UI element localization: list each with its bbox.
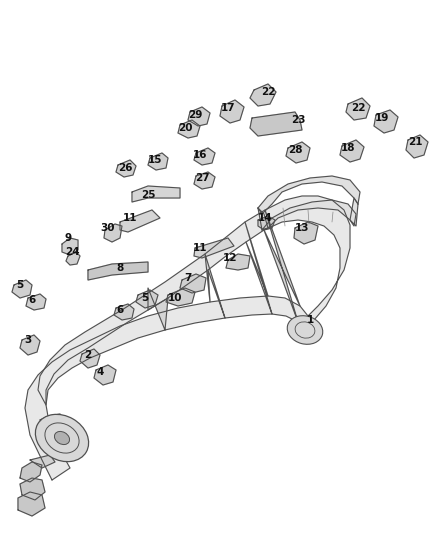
Polygon shape	[30, 455, 55, 468]
Polygon shape	[148, 153, 168, 170]
Polygon shape	[374, 110, 398, 133]
Polygon shape	[166, 288, 195, 306]
Text: 3: 3	[25, 335, 32, 345]
Polygon shape	[62, 238, 78, 255]
Polygon shape	[188, 107, 210, 126]
Text: 27: 27	[194, 173, 209, 183]
Polygon shape	[20, 462, 42, 482]
Polygon shape	[258, 216, 275, 230]
Polygon shape	[20, 478, 45, 500]
Text: 13: 13	[295, 223, 309, 233]
Polygon shape	[226, 254, 250, 270]
Text: 28: 28	[288, 145, 302, 155]
Polygon shape	[104, 224, 122, 242]
Text: 1: 1	[306, 315, 314, 325]
Polygon shape	[194, 172, 215, 189]
Polygon shape	[262, 200, 356, 230]
Text: 17: 17	[221, 103, 235, 113]
Polygon shape	[340, 140, 364, 162]
Polygon shape	[26, 294, 46, 310]
Polygon shape	[264, 210, 300, 322]
Text: 2: 2	[85, 350, 92, 360]
Text: 7: 7	[184, 273, 192, 283]
Polygon shape	[148, 288, 168, 330]
Polygon shape	[88, 262, 148, 280]
Polygon shape	[20, 335, 40, 355]
Text: 23: 23	[291, 115, 305, 125]
Polygon shape	[346, 98, 370, 120]
Polygon shape	[250, 112, 302, 136]
Polygon shape	[286, 142, 310, 163]
Polygon shape	[194, 238, 234, 258]
Text: 22: 22	[351, 103, 365, 113]
Text: 21: 21	[408, 137, 422, 147]
Polygon shape	[250, 84, 276, 106]
Ellipse shape	[35, 414, 88, 462]
Text: 15: 15	[148, 155, 162, 165]
Polygon shape	[220, 100, 244, 123]
Polygon shape	[194, 148, 215, 165]
Polygon shape	[40, 414, 65, 428]
Polygon shape	[245, 222, 272, 314]
Text: 26: 26	[118, 163, 132, 173]
Polygon shape	[25, 296, 308, 480]
Ellipse shape	[287, 316, 323, 344]
Text: 9: 9	[64, 233, 71, 243]
Polygon shape	[180, 274, 206, 293]
Text: 5: 5	[16, 280, 24, 290]
Ellipse shape	[54, 431, 70, 445]
Text: 20: 20	[178, 123, 192, 133]
Text: 6: 6	[117, 305, 124, 315]
Polygon shape	[114, 304, 134, 320]
Text: 11: 11	[123, 213, 137, 223]
Text: 30: 30	[101, 223, 115, 233]
Text: 12: 12	[223, 253, 237, 263]
Polygon shape	[18, 492, 45, 516]
Polygon shape	[80, 349, 100, 368]
Polygon shape	[120, 210, 160, 232]
Text: 24: 24	[65, 247, 79, 257]
Text: 6: 6	[28, 295, 35, 305]
Polygon shape	[258, 208, 268, 230]
Text: 8: 8	[117, 263, 124, 273]
Polygon shape	[12, 280, 32, 298]
Polygon shape	[66, 252, 80, 265]
Text: 4: 4	[96, 367, 104, 377]
Polygon shape	[178, 120, 200, 138]
Text: 29: 29	[188, 110, 202, 120]
Polygon shape	[205, 254, 225, 318]
Text: 19: 19	[375, 113, 389, 123]
Polygon shape	[294, 222, 318, 244]
Text: 16: 16	[193, 150, 207, 160]
Polygon shape	[94, 365, 116, 385]
Text: 25: 25	[141, 190, 155, 200]
Polygon shape	[406, 135, 428, 158]
Polygon shape	[38, 196, 350, 405]
Polygon shape	[136, 290, 158, 308]
Text: 11: 11	[193, 243, 207, 253]
Text: 10: 10	[168, 293, 182, 303]
Polygon shape	[132, 186, 180, 202]
Text: 14: 14	[258, 213, 272, 223]
Polygon shape	[116, 160, 136, 177]
Polygon shape	[350, 198, 358, 226]
Text: 22: 22	[261, 87, 275, 97]
Text: 18: 18	[341, 143, 355, 153]
Text: 5: 5	[141, 293, 148, 303]
Polygon shape	[258, 176, 360, 214]
